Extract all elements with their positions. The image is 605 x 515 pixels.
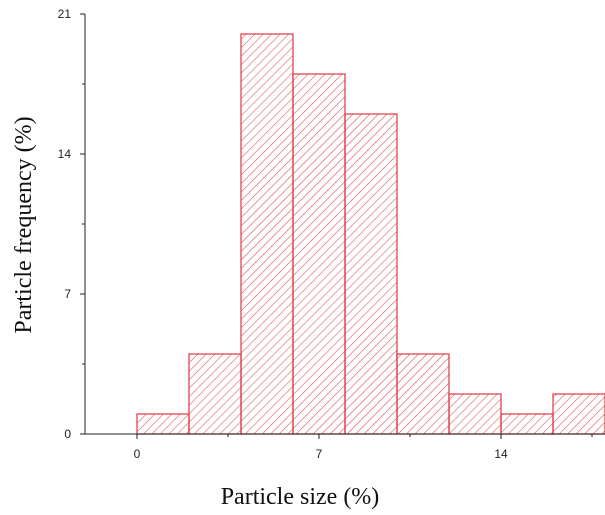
histogram-bar-5 [396,353,450,435]
histogram-bar-7 [500,413,554,435]
histogram-bar-8 [552,393,605,435]
histogram-bar-0 [136,413,190,435]
histogram-bar-3 [292,73,346,435]
y-axis-title: Particle frequency (%) [11,116,37,333]
y-tick-label-3: 21 [58,7,72,21]
y-tick-label-0: 0 [64,427,71,441]
histogram-bar-6 [448,393,502,435]
x-tick-label-0: 0 [134,447,141,461]
y-tick-label-2: 14 [58,147,72,161]
x-tick-label-1: 7 [316,447,323,461]
bars-group [136,33,605,435]
y-tick-label-1: 7 [64,287,71,301]
histogram-bar-4 [344,113,398,435]
ticks-group: 0 7 14 0 7 14 21 [58,7,593,461]
histogram-bar-2 [240,33,294,435]
histogram-bar-1 [188,353,242,435]
x-tick-label-2: 14 [494,447,508,461]
x-axis-title: Particle size (%) [221,484,380,510]
